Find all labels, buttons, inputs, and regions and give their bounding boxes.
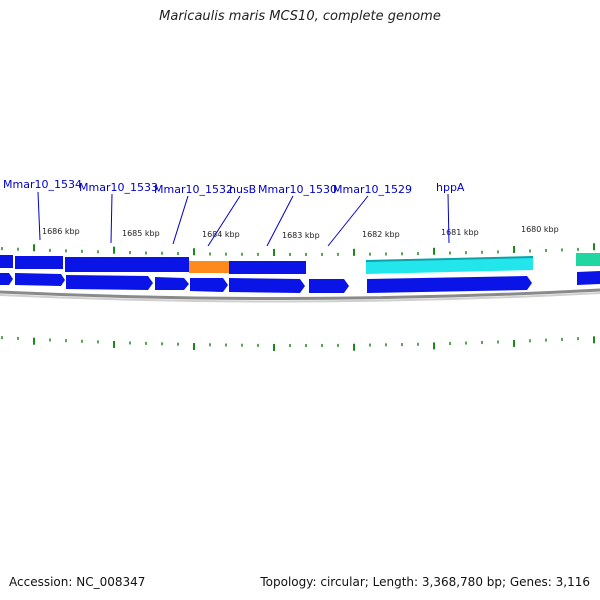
gene-label-hppa[interactable]: hppA <box>436 181 465 194</box>
lower-strand-track <box>0 271 600 293</box>
leader-line <box>447 193 450 244</box>
leader-line <box>37 191 41 241</box>
cds-arrow-5[interactable] <box>190 278 228 292</box>
gene-block-hppa[interactable] <box>366 257 533 274</box>
leader-line <box>207 195 241 247</box>
scale-label: 1686 kbp <box>42 227 80 236</box>
cds-arrow-8[interactable] <box>367 276 532 293</box>
scale-label: 1685 kbp <box>122 229 160 238</box>
gene-label-mmar10-1530[interactable]: Mmar10_1530 <box>258 183 337 196</box>
scale-label: 1682 kbp <box>362 230 400 239</box>
gene-block-right-teal[interactable] <box>576 253 600 266</box>
genome-title: Maricaulis maris MCS10, complete genome <box>159 9 441 24</box>
scale-label: 1681 kbp <box>441 228 479 237</box>
gene-block-mmar10-1534[interactable] <box>15 256 63 269</box>
leader-line <box>266 195 294 247</box>
cds-arrow-2[interactable] <box>15 273 65 286</box>
gene-label-nusb[interactable]: nusB <box>229 183 256 196</box>
gene-block-nusb[interactable] <box>189 261 229 273</box>
cds-arrow-7[interactable] <box>309 279 349 293</box>
gene-label-leaders <box>37 191 450 247</box>
gene-block-mmar10-1534-left[interactable] <box>0 255 13 268</box>
scale-label: 1684 kbp <box>202 230 240 239</box>
leader-line <box>327 195 369 247</box>
gene-block-mmar10-1530[interactable] <box>229 261 306 274</box>
accession-text: Accession: NC_008347 <box>9 575 146 589</box>
gene-block-mmar10-1533[interactable] <box>65 257 189 272</box>
cds-arrow-4[interactable] <box>155 277 189 290</box>
genome-backbone-shadow <box>0 292 600 303</box>
scale-labels: 1686 kbp 1685 kbp 1684 kbp 1683 kbp 1682… <box>42 225 559 240</box>
cds-arrow-6[interactable] <box>229 278 305 293</box>
cds-arrow-9[interactable] <box>577 271 600 285</box>
topology-text: Topology: circular; Length: 3,368,780 bp… <box>260 575 590 589</box>
gene-labels: Mmar10_1534 Mmar10_1533 Mmar10_1532 nusB… <box>3 178 465 196</box>
cds-arrow-3[interactable] <box>66 275 153 290</box>
genome-backbone <box>0 288 600 301</box>
cds-arrow-1[interactable] <box>0 273 13 285</box>
scale-label: 1683 kbp <box>282 231 320 240</box>
leader-line <box>110 193 113 244</box>
scale-label: 1680 kbp <box>521 225 559 234</box>
gene-label-mmar10-1529[interactable]: Mmar10_1529 <box>333 183 412 196</box>
leader-line <box>172 195 189 245</box>
scale-ticks-inner <box>1 336 595 351</box>
upper-strand-track <box>0 253 600 274</box>
gene-label-mmar10-1534[interactable]: Mmar10_1534 <box>3 178 82 191</box>
scale-ticks-outer <box>1 243 595 256</box>
gene-block-hppa-edge <box>365 256 534 262</box>
gene-label-mmar10-1532[interactable]: Mmar10_1532 <box>154 183 233 196</box>
gene-label-mmar10-1533[interactable]: Mmar10_1533 <box>79 181 158 194</box>
